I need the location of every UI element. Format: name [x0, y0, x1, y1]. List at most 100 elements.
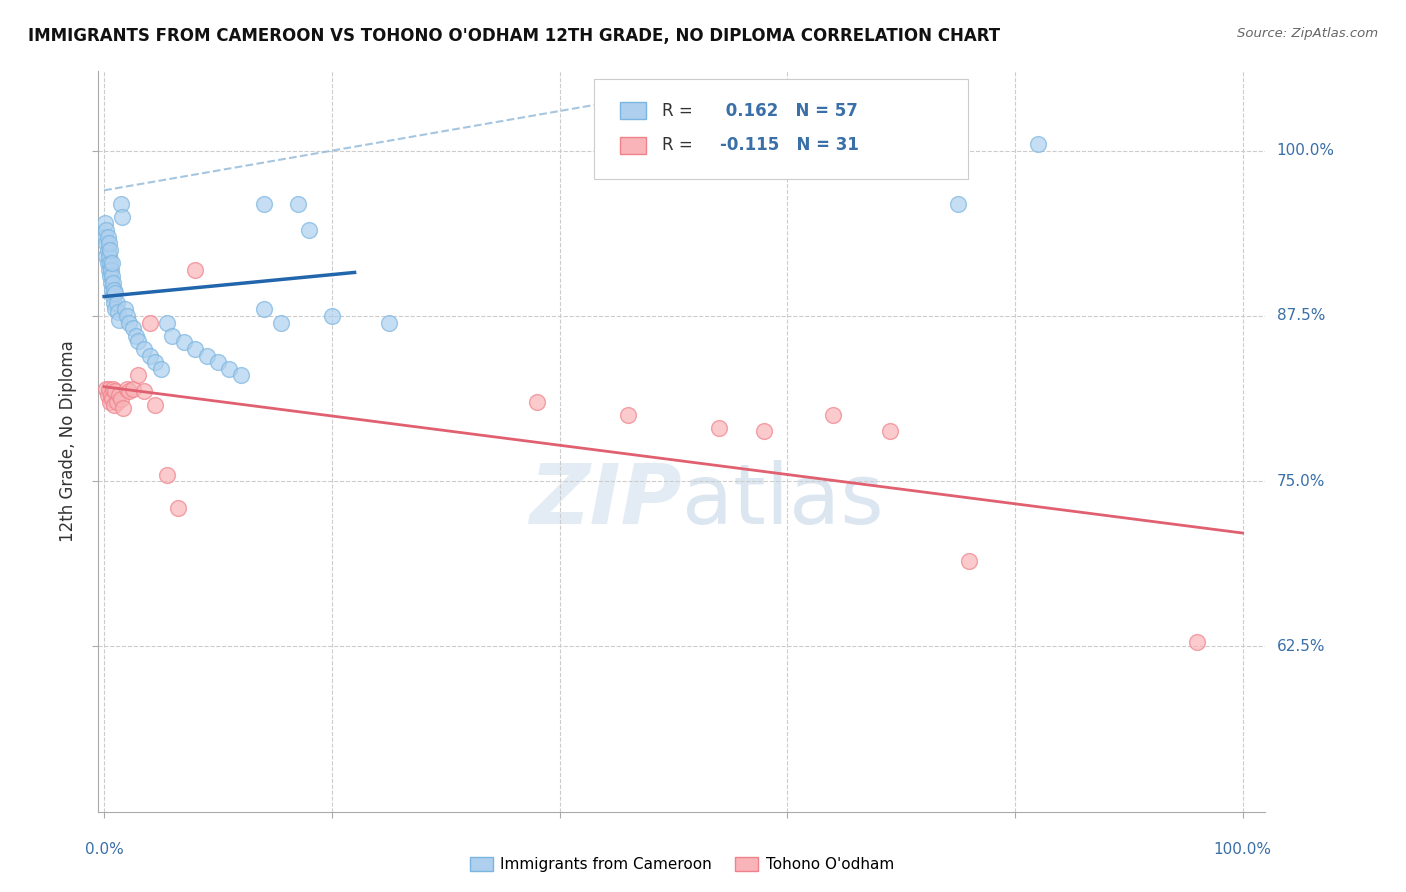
Text: 87.5%: 87.5% [1277, 309, 1324, 324]
Point [377, 316, 399, 330]
Point [270, 316, 292, 330]
Point [1185, 635, 1208, 649]
Text: 100.0%: 100.0% [1277, 144, 1334, 158]
Point [526, 395, 548, 409]
Y-axis label: 12th Grade, No Diploma: 12th Grade, No Diploma [59, 341, 77, 542]
Point [125, 328, 148, 343]
Point [98, 256, 121, 270]
Point [298, 223, 321, 237]
Point [184, 342, 207, 356]
Point [156, 467, 179, 482]
Text: -0.115   N = 31: -0.115 N = 31 [720, 136, 859, 154]
Bar [620, 103, 645, 119]
Point [132, 384, 155, 399]
Text: IMMIGRANTS FROM CAMEROON VS TOHONO O'ODHAM 12TH GRADE, NO DIPLOMA CORRELATION CH: IMMIGRANTS FROM CAMEROON VS TOHONO O'ODH… [28, 27, 1000, 45]
Point [156, 316, 179, 330]
Point [184, 262, 207, 277]
Point [97, 382, 120, 396]
Point [96, 223, 118, 237]
Point [118, 384, 141, 399]
Point [96, 250, 118, 264]
Text: 0.162   N = 57: 0.162 N = 57 [720, 102, 858, 120]
Text: atlas: atlas [682, 460, 883, 541]
Point [103, 283, 125, 297]
Text: ZIP: ZIP [529, 460, 682, 541]
Point [218, 361, 240, 376]
Point [104, 302, 127, 317]
Point [127, 368, 149, 383]
Point [127, 334, 149, 348]
Point [98, 395, 121, 409]
Text: Source: ZipAtlas.com: Source: ZipAtlas.com [1237, 27, 1378, 40]
Point [103, 397, 125, 411]
Point [94, 229, 117, 244]
Point [105, 395, 128, 409]
Point [101, 283, 124, 297]
Point [879, 424, 901, 438]
Point [143, 355, 166, 369]
Point [96, 236, 118, 251]
Point [105, 295, 128, 310]
Point [98, 269, 121, 284]
Point [108, 313, 131, 327]
Point [94, 216, 117, 230]
Point [103, 276, 125, 290]
Point [132, 342, 155, 356]
Point [957, 553, 980, 567]
Point [167, 500, 190, 515]
Point [101, 256, 124, 270]
Text: R =: R = [662, 102, 697, 120]
Point [101, 269, 124, 284]
Point [103, 289, 125, 303]
Point [100, 262, 122, 277]
Point [229, 368, 252, 383]
Point [252, 302, 274, 317]
Point [101, 392, 124, 407]
Point [150, 361, 173, 376]
Point [103, 382, 125, 396]
Point [207, 355, 229, 369]
Point [96, 388, 118, 402]
Point [115, 309, 138, 323]
Point [195, 349, 218, 363]
Point [104, 384, 127, 399]
Point [946, 196, 969, 211]
Point [100, 276, 122, 290]
Point [107, 305, 129, 319]
Point [173, 335, 195, 350]
Bar [620, 137, 645, 153]
Point [96, 256, 118, 270]
Point [103, 295, 125, 310]
Point [96, 382, 118, 396]
Text: 0.0%: 0.0% [84, 842, 124, 857]
Point [112, 401, 135, 416]
Point [287, 196, 309, 211]
Point [252, 196, 274, 211]
Point [97, 262, 120, 277]
Point [707, 421, 730, 435]
Point [162, 328, 184, 343]
Point [754, 424, 776, 438]
Point [104, 286, 127, 301]
Point [115, 382, 138, 396]
Text: 100.0%: 100.0% [1213, 842, 1271, 857]
Legend: Immigrants from Cameroon, Tohono O'odham: Immigrants from Cameroon, Tohono O'odham [464, 851, 900, 878]
FancyBboxPatch shape [595, 78, 967, 178]
Point [100, 388, 122, 402]
Point [138, 316, 160, 330]
Point [98, 243, 121, 257]
Point [110, 196, 132, 211]
Point [97, 236, 120, 251]
Point [111, 210, 134, 224]
Point [143, 397, 166, 411]
Point [1026, 137, 1049, 152]
Point [121, 382, 143, 396]
Point [121, 321, 143, 335]
Point [821, 408, 844, 422]
Point [114, 302, 136, 317]
Point [321, 309, 343, 323]
Point [138, 349, 160, 363]
Point [617, 408, 640, 422]
Point [108, 388, 131, 402]
Point [118, 316, 141, 330]
